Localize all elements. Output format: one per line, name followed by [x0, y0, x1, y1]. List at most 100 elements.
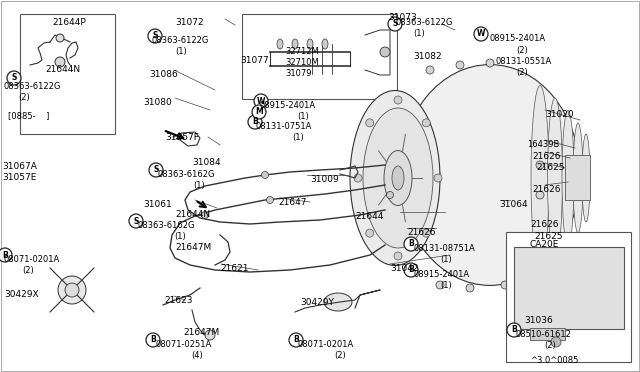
Ellipse shape: [582, 134, 590, 222]
Ellipse shape: [363, 108, 433, 248]
Circle shape: [0, 248, 12, 262]
Bar: [506, 232, 631, 362]
Ellipse shape: [384, 151, 412, 205]
Circle shape: [551, 337, 561, 347]
Circle shape: [365, 229, 374, 237]
Bar: [242, 14, 397, 99]
Text: 21623: 21623: [164, 296, 193, 305]
Bar: [565, 155, 590, 200]
Circle shape: [146, 333, 160, 347]
Text: (1): (1): [413, 29, 425, 38]
Circle shape: [486, 59, 494, 67]
Circle shape: [394, 252, 402, 260]
Text: ^3.0^0085: ^3.0^0085: [530, 356, 579, 365]
Text: 32710M: 32710M: [285, 58, 319, 67]
Text: (1): (1): [440, 255, 452, 264]
Text: (2): (2): [334, 351, 346, 360]
Text: B: B: [2, 250, 8, 260]
Ellipse shape: [400, 65, 580, 285]
Text: 30429X: 30429X: [4, 290, 38, 299]
Text: 31036: 31036: [524, 316, 553, 325]
Text: (4): (4): [191, 351, 203, 360]
Text: 21644N: 21644N: [45, 65, 80, 74]
Text: 08915-2401A: 08915-2401A: [260, 101, 316, 110]
Text: 21625: 21625: [534, 232, 563, 241]
Circle shape: [65, 283, 79, 297]
Circle shape: [365, 119, 374, 127]
Bar: [530, 328, 565, 340]
Text: 31080: 31080: [143, 98, 172, 107]
Circle shape: [266, 196, 273, 203]
Text: S: S: [152, 32, 157, 41]
Text: 21644N: 21644N: [175, 210, 210, 219]
Text: (1): (1): [292, 133, 304, 142]
Ellipse shape: [531, 86, 549, 270]
Circle shape: [422, 119, 430, 127]
Circle shape: [422, 229, 430, 237]
Text: B: B: [511, 326, 517, 334]
Text: (2): (2): [18, 93, 29, 102]
Text: 31077: 31077: [240, 56, 269, 65]
Circle shape: [254, 94, 268, 108]
Text: 31057F: 31057F: [165, 133, 199, 142]
Text: S: S: [12, 74, 17, 83]
Text: S: S: [154, 166, 159, 174]
Text: 08915-2401A: 08915-2401A: [490, 34, 546, 43]
Text: (2): (2): [516, 68, 528, 77]
Text: (2): (2): [516, 46, 528, 55]
Text: 31082: 31082: [413, 52, 442, 61]
Ellipse shape: [307, 39, 313, 49]
Circle shape: [436, 281, 444, 289]
Text: 31073: 31073: [388, 13, 417, 22]
Ellipse shape: [547, 98, 563, 258]
Text: B: B: [293, 336, 299, 344]
Circle shape: [536, 161, 544, 169]
Circle shape: [404, 263, 418, 277]
Circle shape: [536, 191, 544, 199]
Text: B: B: [408, 266, 414, 275]
FancyBboxPatch shape: [514, 247, 624, 329]
Circle shape: [129, 214, 143, 228]
Text: 31009: 31009: [310, 175, 339, 184]
Circle shape: [434, 174, 442, 182]
Text: [0885-    ]: [0885- ]: [8, 111, 49, 120]
Text: (1): (1): [297, 112, 308, 121]
Text: 32712M: 32712M: [285, 47, 319, 56]
Text: 31064: 31064: [499, 200, 527, 209]
Circle shape: [474, 27, 488, 41]
Circle shape: [404, 237, 418, 251]
Circle shape: [289, 333, 303, 347]
Text: 21647: 21647: [278, 198, 307, 207]
Text: 21621: 21621: [220, 264, 248, 273]
Text: 08131-0551A: 08131-0551A: [496, 57, 552, 66]
Circle shape: [387, 192, 394, 199]
Circle shape: [7, 71, 21, 85]
Text: 30429Y: 30429Y: [300, 298, 334, 307]
Text: 21644: 21644: [355, 212, 383, 221]
Text: (1): (1): [174, 232, 186, 241]
Circle shape: [58, 276, 86, 304]
Circle shape: [149, 163, 163, 177]
Text: 08131-08751A: 08131-08751A: [413, 244, 475, 253]
Circle shape: [252, 105, 266, 119]
Text: 21644P: 21644P: [52, 18, 86, 27]
Ellipse shape: [322, 39, 328, 49]
Text: 21625: 21625: [536, 163, 564, 172]
Circle shape: [501, 281, 509, 289]
Circle shape: [507, 323, 521, 337]
Ellipse shape: [350, 90, 440, 266]
Text: 08363-6122G: 08363-6122G: [3, 82, 60, 91]
Ellipse shape: [277, 39, 283, 49]
Text: 31020: 31020: [545, 110, 573, 119]
Circle shape: [380, 47, 390, 57]
Text: W: W: [257, 96, 265, 106]
Ellipse shape: [292, 39, 298, 49]
Text: 08363-6162G: 08363-6162G: [158, 170, 216, 179]
Circle shape: [205, 330, 215, 340]
Text: 21647M: 21647M: [183, 328, 220, 337]
Text: S: S: [392, 19, 397, 29]
Text: 16439B: 16439B: [527, 140, 559, 149]
Circle shape: [456, 61, 464, 69]
Text: 21626: 21626: [532, 152, 561, 161]
Text: 08363-6162G: 08363-6162G: [138, 221, 195, 230]
